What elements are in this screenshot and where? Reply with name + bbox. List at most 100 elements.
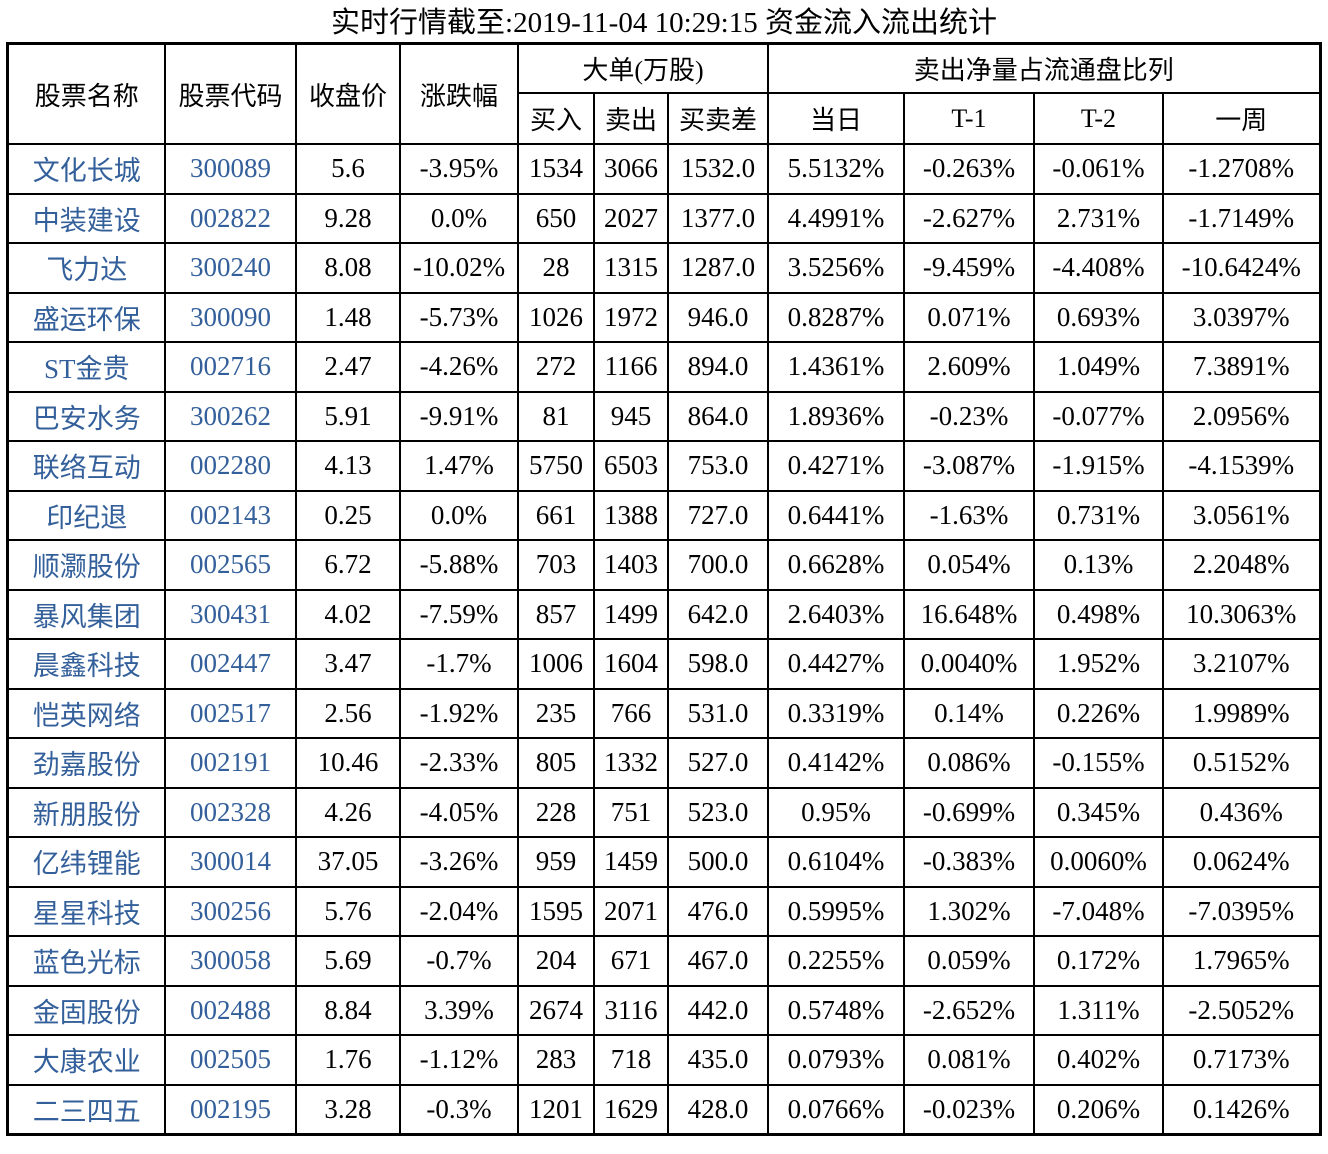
cell-ratio-t1: -9.459% xyxy=(902,242,1035,294)
cell-ratio-t2: 1.311% xyxy=(1032,984,1164,1036)
cell-change-pct: -7.59% xyxy=(398,588,519,640)
cell-big-buy: 5750 xyxy=(516,440,595,492)
cell-buy-sell-diff: 523.0 xyxy=(666,786,769,838)
cell-ratio-t1: 16.648% xyxy=(902,588,1035,640)
header-group-row: 股票名称 股票代码 收盘价 涨跌幅 大单(万股) 卖出净量占流通盘比列 xyxy=(6,42,1322,145)
table-row: 金固股份 002488 8.84 3.39% 2674 3116 442.0 0.5748% -… xyxy=(6,984,1322,1036)
cell-big-sell: 1315 xyxy=(592,242,669,294)
cell-change-pct: 3.39% xyxy=(398,984,519,1036)
cell-change-pct: -4.26% xyxy=(398,341,519,393)
cell-ratio-day: 5.5132% xyxy=(766,143,905,195)
cell-buy-sell-diff: 727.0 xyxy=(666,489,769,541)
cell-big-sell: 945 xyxy=(592,390,669,442)
cell-ratio-week: 1.9989% xyxy=(1161,687,1322,739)
table-row: 联络互动 002280 4.13 1.47% 5750 6503 753.0 0.4271% -… xyxy=(6,440,1322,492)
cell-close-price: 1.76 xyxy=(294,1034,401,1086)
cell-change-pct: -2.33% xyxy=(398,737,519,789)
cell-stock-name: 巴安水务 xyxy=(6,390,166,442)
cell-change-pct: -5.88% xyxy=(398,539,519,591)
header-ratio-day: 当日 xyxy=(766,92,905,145)
cell-buy-sell-diff: 894.0 xyxy=(666,341,769,393)
cell-buy-sell-diff: 642.0 xyxy=(666,588,769,640)
cell-big-sell: 1499 xyxy=(592,588,669,640)
cell-ratio-t2: 0.402% xyxy=(1032,1034,1164,1086)
header-change-pct: 涨跌幅 xyxy=(398,42,519,145)
cell-stock-name: 亿纬锂能 xyxy=(6,836,166,888)
cell-big-sell: 1403 xyxy=(592,539,669,591)
cell-stock-name: 印纪退 xyxy=(6,489,166,541)
cell-big-sell: 6503 xyxy=(592,440,669,492)
cell-buy-sell-diff: 700.0 xyxy=(666,539,769,591)
cell-buy-sell-diff: 1287.0 xyxy=(666,242,769,294)
cell-buy-sell-diff: 527.0 xyxy=(666,737,769,789)
cell-big-buy: 857 xyxy=(516,588,595,640)
cell-ratio-day: 1.4361% xyxy=(766,341,905,393)
table-row: 晨鑫科技 002447 3.47 -1.7% 1006 1604 598.0 0.4427% 0… xyxy=(6,638,1322,690)
cell-ratio-day: 0.4427% xyxy=(766,638,905,690)
cell-big-sell: 3116 xyxy=(592,984,669,1036)
cell-big-buy: 1201 xyxy=(516,1083,595,1136)
cell-ratio-t1: 0.086% xyxy=(902,737,1035,789)
cell-close-price: 4.02 xyxy=(294,588,401,640)
cell-stock-code: 300090 xyxy=(163,291,297,343)
cell-ratio-t2: 1.952% xyxy=(1032,638,1164,690)
cell-ratio-t1: -0.699% xyxy=(902,786,1035,838)
cell-buy-sell-diff: 864.0 xyxy=(666,390,769,442)
cell-change-pct: -0.7% xyxy=(398,935,519,987)
cell-ratio-t1: 2.609% xyxy=(902,341,1035,393)
cell-close-price: 4.26 xyxy=(294,786,401,838)
header-close-price: 收盘价 xyxy=(294,42,401,145)
cell-close-price: 10.46 xyxy=(294,737,401,789)
cell-ratio-t1: -0.23% xyxy=(902,390,1035,442)
cell-ratio-t1: 0.071% xyxy=(902,291,1035,343)
cell-close-price: 3.28 xyxy=(294,1083,401,1136)
header-sub-row: 买入 卖出 买卖差 当日 T-1 T-2 一周 xyxy=(8,92,1322,145)
cell-ratio-t2: -0.155% xyxy=(1032,737,1164,789)
table-row: 印纪退 002143 0.25 0.0% 661 1388 727.0 0.6441% -1.6… xyxy=(6,489,1322,541)
table-row: 劲嘉股份 002191 10.46 -2.33% 805 1332 527.0 0.4142%… xyxy=(6,737,1322,789)
cell-big-buy: 272 xyxy=(516,341,595,393)
cell-buy-sell-diff: 435.0 xyxy=(666,1034,769,1086)
cell-buy-sell-diff: 531.0 xyxy=(666,687,769,739)
cell-stock-name: 星星科技 xyxy=(6,885,166,937)
cell-ratio-day: 0.5748% xyxy=(766,984,905,1036)
cell-ratio-week: -4.1539% xyxy=(1161,440,1322,492)
cell-stock-code: 300014 xyxy=(163,836,297,888)
cell-big-buy: 1595 xyxy=(516,885,595,937)
cell-big-sell: 1166 xyxy=(592,341,669,393)
cell-big-sell: 1388 xyxy=(592,489,669,541)
cell-close-price: 1.48 xyxy=(294,291,401,343)
cell-ratio-week: 10.3063% xyxy=(1161,588,1322,640)
cell-ratio-t2: 0.172% xyxy=(1032,935,1164,987)
cell-buy-sell-diff: 428.0 xyxy=(666,1083,769,1136)
cell-ratio-week: 0.1426% xyxy=(1161,1083,1322,1136)
cell-change-pct: -10.02% xyxy=(398,242,519,294)
cell-stock-name: 恺英网络 xyxy=(6,687,166,739)
cell-ratio-t1: 0.054% xyxy=(902,539,1035,591)
page-title: 实时行情截至:2019-11-04 10:29:15 资金流入流出统计 xyxy=(331,7,997,39)
cell-ratio-day: 1.8936% xyxy=(766,390,905,442)
cell-buy-sell-diff: 1377.0 xyxy=(666,192,769,244)
cell-ratio-day: 0.6104% xyxy=(766,836,905,888)
table-row: 暴风集团 300431 4.02 -7.59% 857 1499 642.0 2.6403% 1… xyxy=(6,588,1322,640)
table-row: 顺灏股份 002565 6.72 -5.88% 703 1403 700.0 0.6628% 0… xyxy=(6,539,1322,591)
header-buy: 买入 xyxy=(516,92,595,145)
cell-big-sell: 766 xyxy=(592,687,669,739)
cell-ratio-t1: 1.302% xyxy=(902,885,1035,937)
cell-ratio-week: 2.2048% xyxy=(1161,539,1322,591)
table-row: ST金贵 002716 2.47 -4.26% 272 1166 894.0 1.4361% 2… xyxy=(6,341,1322,393)
cell-ratio-t2: 0.206% xyxy=(1032,1083,1164,1136)
cell-stock-code: 002822 xyxy=(163,192,297,244)
cell-ratio-week: 0.7173% xyxy=(1161,1034,1322,1086)
cell-big-buy: 2674 xyxy=(516,984,595,1036)
cell-ratio-day: 0.3319% xyxy=(766,687,905,739)
cell-ratio-day: 0.2255% xyxy=(766,935,905,987)
cell-big-sell: 3066 xyxy=(592,143,669,195)
cell-big-buy: 81 xyxy=(516,390,595,442)
cell-ratio-t1: 0.081% xyxy=(902,1034,1035,1086)
cell-change-pct: -5.73% xyxy=(398,291,519,343)
cell-big-buy: 661 xyxy=(516,489,595,541)
table-row: 巴安水务 300262 5.91 -9.91% 81 945 864.0 1.8936% -0.… xyxy=(6,390,1322,442)
cell-change-pct: -3.95% xyxy=(398,143,519,195)
